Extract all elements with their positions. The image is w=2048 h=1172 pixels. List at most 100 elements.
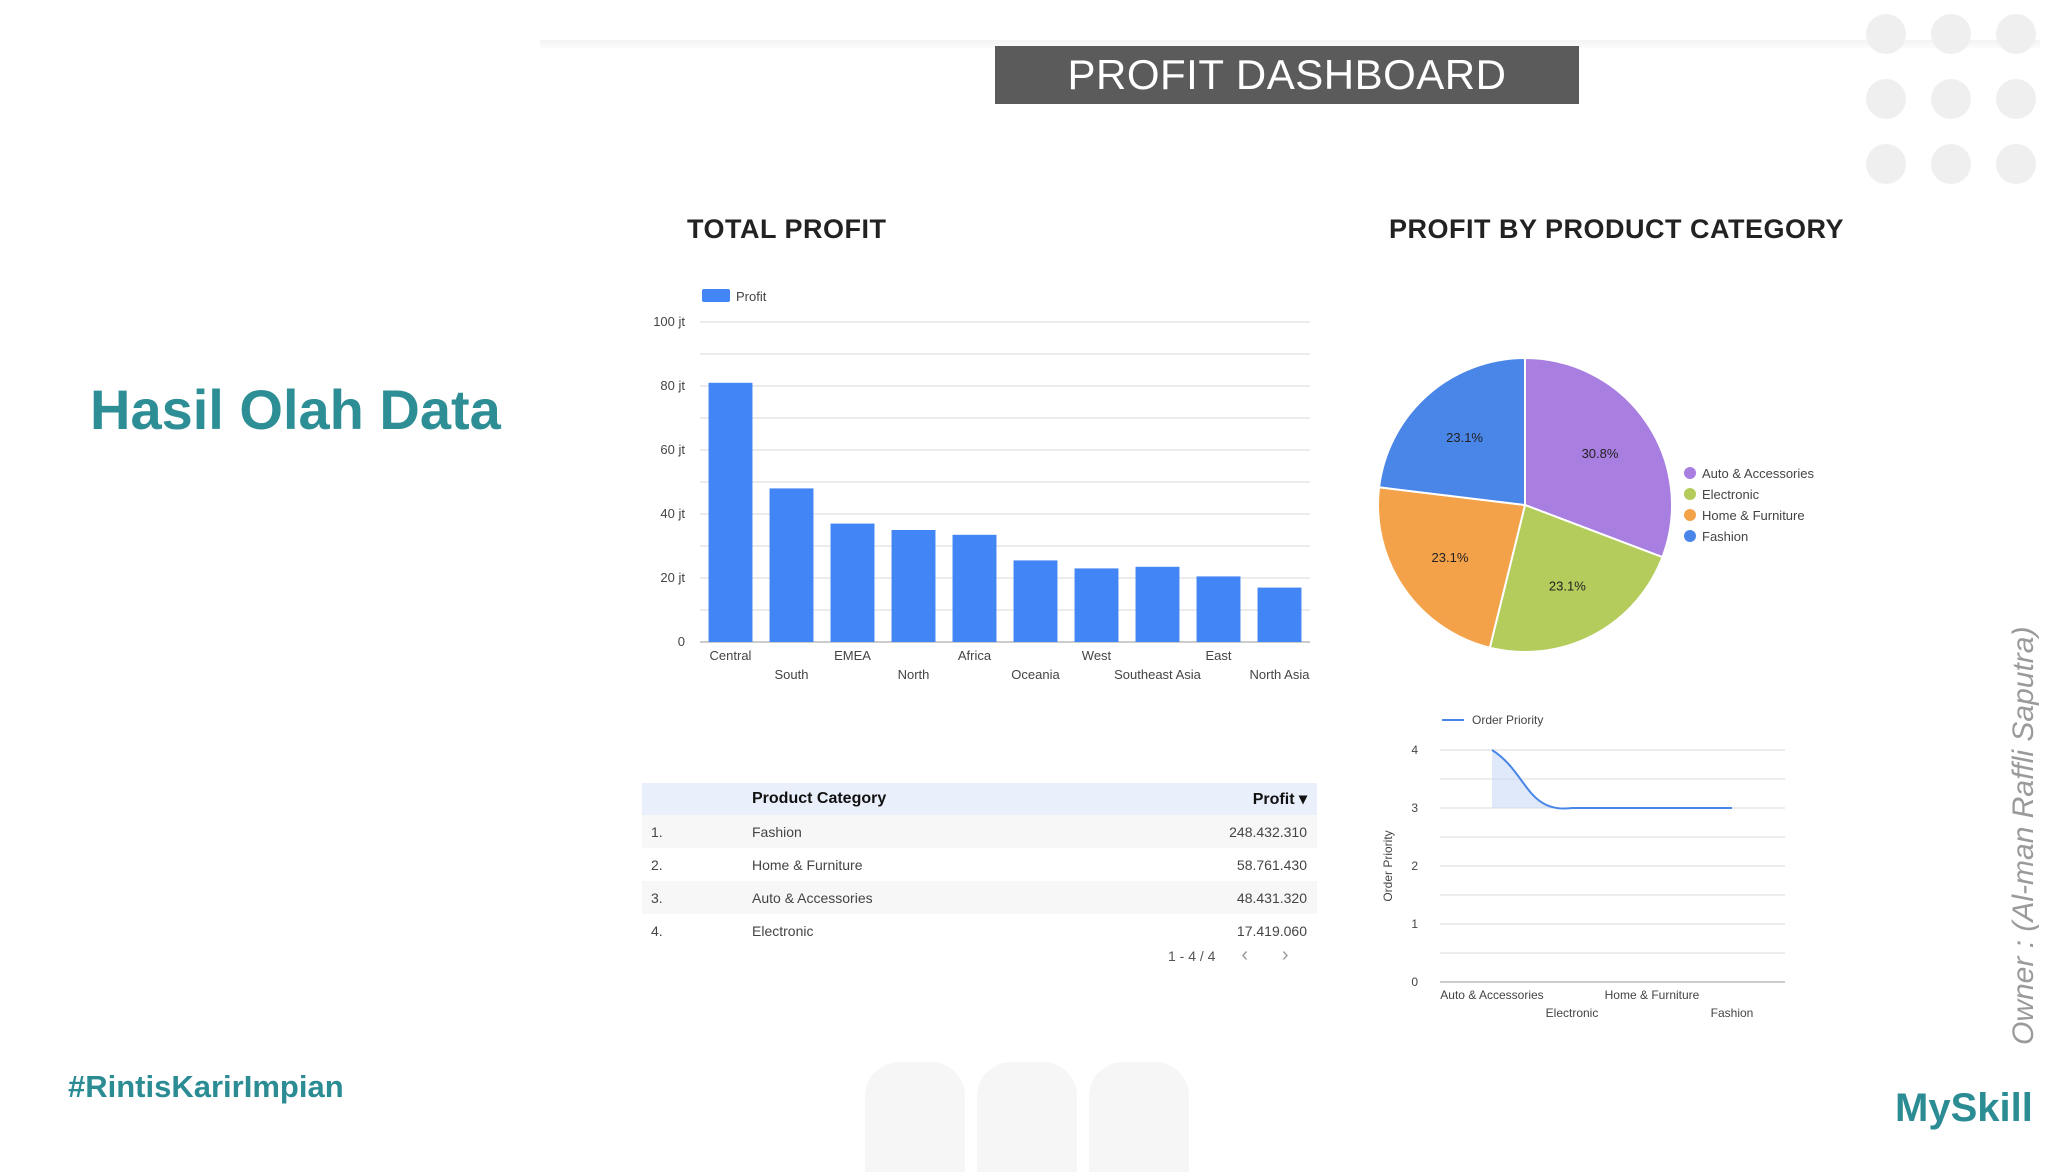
legend-swatch	[702, 289, 730, 302]
line-area	[1492, 750, 1732, 809]
decor-dot	[1996, 14, 2036, 54]
category-chart-title: PROFIT BY PRODUCT CATEGORY	[1389, 214, 1845, 244]
bar	[1196, 576, 1241, 642]
owner-credit: Owner : (Al-man Raffli Saputra)	[2007, 626, 2040, 1045]
y-tick-label: 80 jt	[660, 378, 685, 393]
dashboard-title: PROFIT DASHBOARD	[995, 46, 1579, 104]
pie-slice	[1524, 356, 1673, 559]
chevron-left-icon[interactable]: ‹	[1241, 944, 1249, 966]
chevron-right-icon[interactable]: ›	[1281, 944, 1289, 966]
decor-dot	[1996, 79, 2036, 119]
table-row: 4. Electronic 17.419.060	[642, 914, 1317, 947]
total-profit-title: TOTAL PROFIT	[687, 214, 887, 244]
x-tick-label: Oceania	[1011, 667, 1060, 682]
row-index: 3.	[651, 889, 663, 906]
y-tick-label: 40 jt	[660, 506, 685, 521]
decor-dot	[1931, 14, 1971, 54]
row-category: Auto & Accessories	[752, 889, 873, 906]
legend-label: Home & Furniture	[1702, 508, 1805, 523]
legend-label: Auto & Accessories	[1702, 466, 1814, 481]
row-category: Electronic	[752, 922, 814, 939]
slide-heading: Hasil Olah Data	[90, 378, 501, 441]
y-tick-label: 0	[1411, 975, 1418, 989]
row-profit: 248.432.310	[1229, 823, 1307, 840]
legend-swatch	[1684, 467, 1696, 479]
x-tick-label: EMEA	[834, 648, 871, 663]
category-pie-chart: 30.8% 23.1% 23.1% 23.1% Auto & Accessories El…	[1377, 356, 1814, 653]
bar	[1074, 568, 1119, 642]
x-tick-label: East	[1205, 648, 1231, 663]
decor-dot	[1866, 14, 1906, 54]
x-tick-label: Central	[710, 648, 752, 663]
profit-table: Product Category Profit ▾ 1. Fashion 248…	[642, 783, 1317, 947]
table-header-category[interactable]: Product Category	[752, 790, 887, 807]
decor-dot	[1866, 144, 1906, 184]
y-tick-label: 1	[1411, 917, 1418, 931]
decor-dot	[1931, 144, 1971, 184]
y-tick-label: 100 jt	[653, 314, 685, 329]
legend-swatch	[1684, 509, 1696, 521]
table-header-profit[interactable]: Profit ▾	[1252, 791, 1307, 808]
x-tick-label: Africa	[958, 648, 992, 663]
table-row: 1. Fashion 248.432.310	[642, 815, 1317, 848]
legend-label: Profit	[736, 289, 767, 304]
series-line	[1491, 749, 1732, 810]
x-tick-label: North Asia	[1250, 667, 1311, 682]
y-tick-label: 3	[1411, 801, 1418, 815]
x-tick-label: Auto & Accessories	[1440, 988, 1543, 1002]
pie-slice-label: 23.1%	[1446, 430, 1483, 445]
pie-slice	[1377, 356, 1526, 507]
brand-logo: MySkill	[1895, 1086, 2033, 1130]
pagination-label: 1 - 4 / 4	[1168, 948, 1216, 964]
x-tick-label: Southeast Asia	[1114, 667, 1201, 682]
pie-slice-label: 23.1%	[1549, 579, 1586, 594]
x-tick-label: Electronic	[1546, 1006, 1599, 1020]
hashtag: #RintisKarirImpian	[68, 1069, 344, 1104]
y-tick-label: 20 jt	[660, 570, 685, 585]
bar	[952, 534, 997, 642]
decor-shape	[1089, 1062, 1189, 1172]
bar	[1135, 566, 1180, 642]
row-profit: 17.419.060	[1236, 922, 1307, 939]
table-row: 2. Home & Furniture 58.761.430	[642, 848, 1317, 881]
y-tick-label: 2	[1411, 859, 1418, 873]
legend-swatch	[1684, 488, 1696, 500]
row-index: 4.	[651, 922, 663, 939]
y-tick-label: 4	[1411, 743, 1418, 757]
row-category: Home & Furniture	[752, 856, 863, 873]
x-tick-label: South	[775, 667, 809, 682]
bar	[891, 530, 936, 642]
bar	[830, 523, 875, 642]
row-category: Fashion	[752, 823, 802, 840]
x-tick-label: Fashion	[1711, 1006, 1754, 1020]
legend-label: Electronic	[1702, 487, 1760, 502]
table-header: Product Category Profit ▾	[642, 783, 1317, 815]
pie-slice	[1488, 503, 1664, 653]
bar	[769, 488, 814, 642]
pie-slice-label: 30.8%	[1582, 446, 1619, 461]
decor-shape	[865, 1062, 965, 1172]
legend-label: Order Priority	[1472, 713, 1543, 727]
row-profit: 48.431.320	[1236, 889, 1307, 906]
pie-slice-label: 23.1%	[1432, 550, 1469, 565]
table-row: 3. Auto & Accessories 48.431.320	[642, 881, 1317, 914]
row-index: 1.	[651, 823, 663, 840]
x-tick-label: North	[898, 667, 930, 682]
x-tick-label: Home & Furniture	[1605, 988, 1700, 1002]
table-body: 1. Fashion 248.432.310 2. Home & Furnitu…	[642, 815, 1317, 947]
row-profit: 58.761.430	[1236, 856, 1307, 873]
order-priority-line-chart: 0 1 2 3 4 Order Priority Order Priority Auto & …	[1381, 713, 1785, 1020]
y-tick-label: 0	[678, 634, 685, 649]
y-tick-label: 60 jt	[660, 442, 685, 457]
legend-swatch	[1684, 530, 1696, 542]
table-pagination: 1 - 4 / 4 ‹ ›	[1168, 944, 1289, 967]
decor-shape	[977, 1062, 1077, 1172]
top-divider	[540, 40, 2040, 48]
legend-label: Fashion	[1702, 529, 1748, 544]
y-axis-label: Order Priority	[1381, 830, 1395, 901]
decor-dot	[1931, 79, 1971, 119]
decor-dot	[1866, 79, 1906, 119]
total-profit-bar-chart: 0 20 jt 40 jt 60 jt 80 jt 100 jt Profit Central…	[653, 289, 1311, 682]
bar	[1257, 587, 1302, 642]
decor-dot	[1996, 144, 2036, 184]
